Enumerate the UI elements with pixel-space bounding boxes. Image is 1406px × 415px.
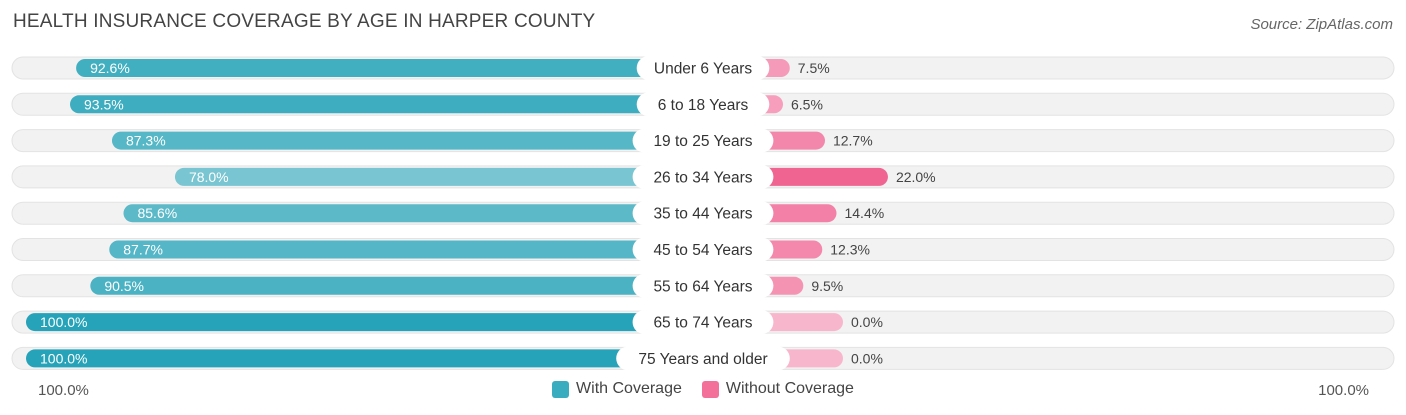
category-label: Under 6 Years [654,61,752,78]
chart-title: HEALTH INSURANCE COVERAGE BY AGE IN HARP… [13,11,596,32]
value-label-with-coverage: 92.6% [90,60,130,76]
value-label-with-coverage: 78.0% [189,169,229,185]
legend-label-with-coverage: With Coverage [576,380,682,397]
category-label: 6 to 18 Years [658,97,749,114]
legend-label-without-coverage: Without Coverage [725,380,854,397]
category-pill [632,128,774,153]
category-label: 65 to 74 Years [653,315,752,332]
value-label-with-coverage: 90.5% [104,278,144,294]
bar-with-coverage-45-to-54-years [109,240,704,259]
category-pill [636,56,770,80]
bar-with-coverage-65-to-74-years [26,313,703,332]
category-label: 55 to 64 Years [653,278,752,295]
category-label: 19 to 25 Years [653,133,752,150]
category-label: 45 to 54 Years [653,242,752,259]
bar-with-coverage-6-to-18-years [70,95,703,114]
chart-svg: 92.6% 7.5% Under 6 Years 93.5% 6.5% 6 to 18 Y… [11,56,1395,371]
value-label-with-coverage: 100.0% [40,314,87,330]
value-label-without-coverage: 22.0% [896,169,936,185]
value-label-without-coverage: 7.5% [798,60,830,76]
bar-with-coverage-19-to-25-years [111,131,703,150]
axis-label-left: 100.0% [38,382,89,399]
value-label-with-coverage: 93.5% [84,96,124,112]
value-label-with-coverage: 100.0% [40,350,87,366]
category-label: 35 to 44 Years [653,206,752,223]
value-label-without-coverage: 0.0% [851,350,883,366]
value-label-without-coverage: 14.4% [844,205,884,221]
category-pill [636,92,770,117]
value-label-without-coverage: 12.3% [830,242,870,258]
value-label-with-coverage: 85.6% [137,205,177,221]
value-label-with-coverage: 87.3% [126,133,166,149]
source-credit: Source: ZipAtlas.com [1250,16,1393,33]
category-pill [632,310,774,335]
bar-with-coverage-35-to-44-years [123,204,704,223]
category-pill [632,273,774,298]
legend: With Coverage Without Coverage [0,380,1406,398]
value-label-without-coverage: 9.5% [811,278,843,294]
bar-with-coverage-75-years-and-older [26,349,703,368]
value-label-without-coverage: 0.0% [851,314,883,330]
value-label-with-coverage: 87.7% [123,242,163,258]
legend-item-without-coverage: Without Coverage [701,380,854,398]
category-label: 26 to 34 Years [653,169,752,186]
bar-with-coverage-55-to-64-years [90,276,703,295]
value-label-without-coverage: 12.7% [833,133,873,149]
category-pill [632,201,774,226]
value-label-without-coverage: 6.5% [791,96,823,112]
legend-swatch-without-coverage [701,380,719,398]
category-pill [632,164,774,189]
category-label: 75 Years and older [638,351,767,368]
bar-with-coverage-26-to-34-years [174,167,703,186]
legend-swatch-with-coverage [552,380,570,398]
category-pill [632,237,774,262]
legend-item-with-coverage: With Coverage [552,380,682,398]
category-pill [616,346,790,371]
bar-with-coverage-under-6-years [76,59,703,77]
axis-label-right: 100.0% [1318,382,1369,399]
